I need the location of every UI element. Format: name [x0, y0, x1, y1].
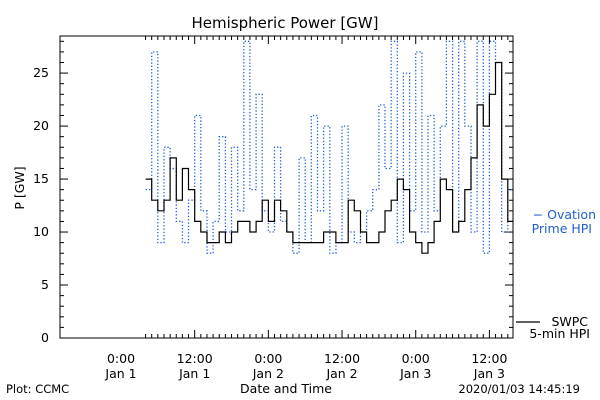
y-axis-ticks: 0 5 10 15 20 25: [33, 65, 49, 345]
plot-frame: [59, 35, 514, 339]
y-tick-label: 15: [33, 171, 49, 186]
y-tick-label: 20: [33, 118, 49, 133]
x-tick-date-label: Jan 3: [399, 366, 431, 381]
x-tick-hour-label: 12:00: [471, 351, 507, 366]
legend-swpc-line1: SWPC: [551, 314, 588, 329]
x-tick-hour-label: 0:00: [254, 351, 282, 366]
x-tick-hour-label: 12:00: [324, 351, 360, 366]
plot-timestamp: 2020/01/03 14:45:19: [458, 382, 580, 396]
y-tick-label: 25: [33, 65, 49, 80]
legend-ovation-line1: − Ovation: [533, 207, 596, 222]
legend-ovation-line2: Prime HPI: [532, 221, 592, 236]
x-axis-label: Date and Time: [240, 381, 332, 396]
x-tick-date-label: Jan 1: [178, 366, 210, 381]
y-tick-label: 5: [41, 277, 49, 292]
y-axis-label: P [GW]: [12, 166, 27, 209]
y-tick-label: 0: [41, 330, 49, 345]
series-layer: [145, 40, 513, 254]
x-tick-date-label: Jan 2: [325, 366, 357, 381]
x-tick-date-label: Jan 2: [252, 366, 284, 381]
x-tick-hour-label: 0:00: [402, 351, 430, 366]
plot-credit: Plot: CCMC: [6, 382, 69, 396]
y-tick-label: 10: [33, 224, 49, 239]
x-tick-hour-label: 12:00: [177, 351, 213, 366]
x-tick-date-label: Jan 1: [104, 366, 136, 381]
x-tick-hour-label: 0:00: [107, 351, 135, 366]
chart-title: Hemispheric Power [GW]: [192, 14, 379, 32]
legend-swpc-line2: 5-min HPI: [529, 326, 590, 341]
x-tick-date-label: Jan 3: [473, 366, 505, 381]
axis-minor-ticks: [60, 36, 513, 339]
swpc-hpi-line: [145, 61, 513, 254]
